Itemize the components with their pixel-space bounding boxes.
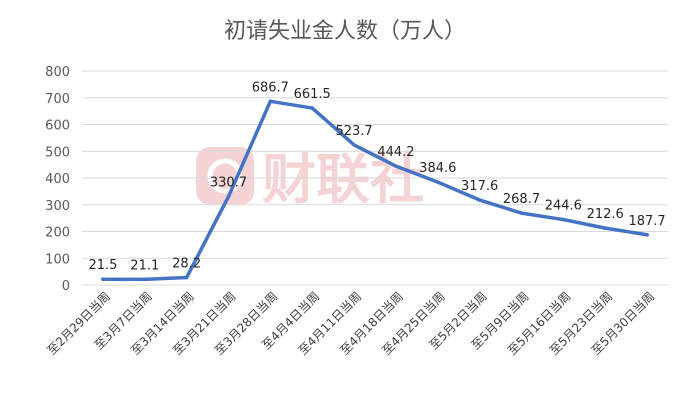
data-point [645, 232, 649, 237]
data-point [184, 275, 189, 280]
series-layer [101, 99, 649, 282]
data-label: 212.6 [587, 207, 624, 222]
watermark-logo-icon [196, 147, 254, 205]
data-label: 444.2 [377, 145, 414, 160]
y-axis-tick-labels: 0 100 200 300 400 500 600 700 800 [45, 65, 70, 294]
data-point [310, 106, 315, 110]
watermark-logo: 财联社 [196, 147, 424, 211]
y-tick-label: 300 [45, 199, 70, 214]
gridlines [82, 70, 668, 286]
y-tick-label: 700 [45, 92, 70, 107]
data-point [477, 198, 482, 202]
data-label: 384.6 [419, 161, 456, 176]
data-label: 187.7 [628, 214, 665, 229]
data-point [101, 277, 105, 282]
data-point [394, 164, 398, 168]
data-point [435, 180, 440, 184]
data-point [519, 211, 524, 215]
data-point [352, 143, 356, 147]
watermark-text: 财联社 [262, 148, 424, 211]
data-point [226, 194, 231, 199]
data-label: 686.7 [252, 80, 289, 95]
data-point [142, 277, 147, 282]
y-tick-label: 600 [45, 119, 70, 134]
data-label: 317.6 [461, 179, 498, 194]
data-point [268, 99, 273, 104]
data-label: 244.6 [545, 199, 582, 214]
data-label: 28.2 [172, 256, 201, 271]
y-tick-label: 500 [45, 145, 70, 160]
x-axis-tick-labels: 至2月29日当周至3月7日当周至3月14日当周至3月21日当周至3月28日当周至… [45, 289, 658, 358]
data-label: 661.5 [294, 87, 331, 102]
data-point [603, 226, 608, 230]
data-labels: 21.5 21.1 28.2 330.7 686.7 661.5 523.7 444.2 384… [88, 80, 665, 273]
data-label: 21.5 [88, 258, 117, 273]
data-label: 21.1 [130, 258, 159, 273]
y-tick-label: 200 [45, 226, 70, 241]
data-point [561, 217, 566, 222]
chart-title: 初请失业金人数（万人） [224, 19, 466, 44]
y-tick-label: 100 [45, 252, 70, 267]
data-label: 523.7 [335, 124, 372, 139]
y-tick-label: 0 [62, 279, 70, 294]
data-label: 268.7 [503, 192, 540, 207]
y-tick-label: 400 [45, 172, 70, 187]
data-label: 330.7 [210, 176, 247, 191]
watermark-logo-ring [207, 158, 243, 194]
series-line [101, 99, 649, 282]
y-tick-label: 800 [45, 65, 70, 80]
